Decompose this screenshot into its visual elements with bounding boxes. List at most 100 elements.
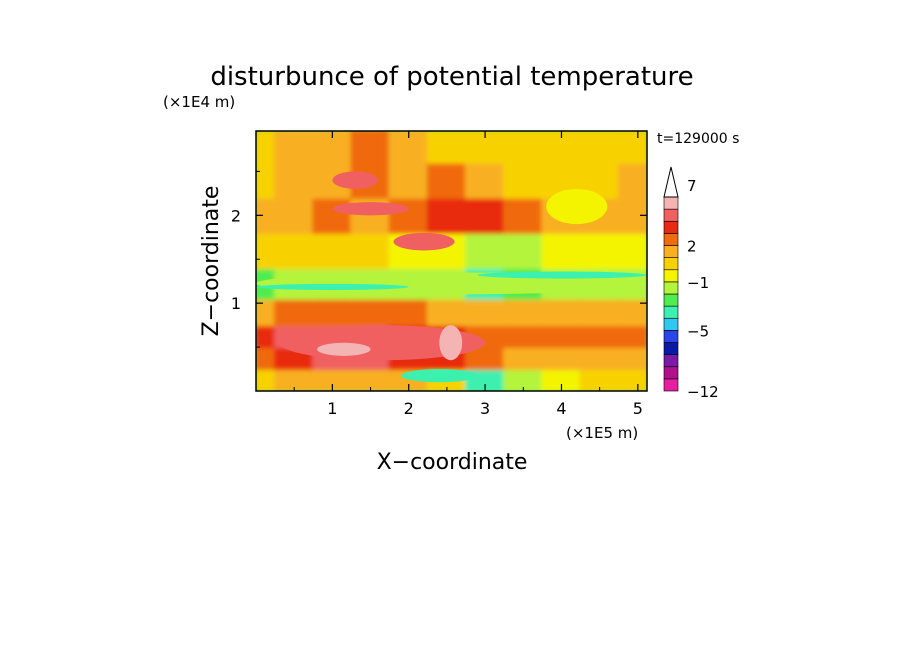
contour-feature xyxy=(401,369,478,383)
contour-cell xyxy=(541,231,582,270)
contour-cell xyxy=(579,368,620,391)
colorbar-segment xyxy=(663,293,679,307)
contour-feature xyxy=(332,171,379,189)
colorbar-segment xyxy=(663,257,679,271)
contour-cell xyxy=(256,231,277,270)
contour-cell xyxy=(579,131,620,164)
x-tick-label: 3 xyxy=(480,399,490,418)
x-tick-label: 1 xyxy=(327,399,337,418)
contour-feature xyxy=(439,325,463,361)
contour-cell xyxy=(541,346,582,371)
contour-cell xyxy=(274,297,315,327)
colorbar-segment xyxy=(663,317,679,331)
colorbar-segment xyxy=(663,269,679,283)
contour-cell xyxy=(465,196,506,234)
contour-cell xyxy=(426,196,468,234)
contour-cell xyxy=(579,346,620,371)
contour-cell xyxy=(503,297,544,327)
contour-cell xyxy=(617,161,647,199)
y-tick-label: 2 xyxy=(231,206,241,225)
colorbar-segment xyxy=(663,220,679,234)
contour-cell xyxy=(256,196,277,234)
contour-cell xyxy=(617,231,647,270)
contour-cell xyxy=(617,131,647,164)
contour-cell xyxy=(426,297,468,327)
contour-cell xyxy=(388,297,429,327)
contour-cell xyxy=(503,196,544,234)
contour-cell xyxy=(312,231,353,270)
contour-cell xyxy=(465,161,506,199)
contour-cell xyxy=(350,297,391,327)
y-unit-label: (×1E4 m) xyxy=(163,93,235,111)
contour-cell xyxy=(256,131,277,164)
contour-cell xyxy=(541,368,582,391)
colorbar-label: −1 xyxy=(687,274,709,292)
colorbar-extend-arrow xyxy=(663,166,679,198)
time-label: t=129000 s xyxy=(657,131,739,147)
colorbar-segment xyxy=(663,354,679,368)
x-tick-label: 5 xyxy=(633,399,643,418)
colorbar-segment xyxy=(663,245,679,258)
contour-feature xyxy=(477,271,647,279)
contour-feature xyxy=(332,202,409,216)
contour-cell xyxy=(579,231,620,270)
contour-cell xyxy=(465,297,506,327)
contour-cell xyxy=(541,297,582,327)
y-axis-title: Z−coordinate xyxy=(199,186,224,337)
colorbar-segment xyxy=(663,366,679,380)
contour-cell xyxy=(503,161,544,199)
contour-cell xyxy=(388,196,429,234)
contour-cell xyxy=(274,196,315,234)
contour-cell xyxy=(256,324,277,349)
colorbar-segment xyxy=(663,305,679,319)
contour-cell xyxy=(503,231,544,270)
plot-frame xyxy=(255,130,648,392)
contour-cell xyxy=(503,346,544,371)
colorbar-label: −5 xyxy=(687,322,709,340)
colorbar-segment xyxy=(663,378,679,392)
contour-cell xyxy=(256,297,277,327)
contour-feature xyxy=(393,232,455,251)
colorbar-segment xyxy=(663,208,679,222)
colorbar-segment xyxy=(663,330,679,343)
contour-cell xyxy=(312,368,353,391)
contour-cell xyxy=(465,231,506,270)
y-axis: 12 xyxy=(231,170,647,348)
contour-cell xyxy=(256,161,277,199)
colorbar-segment xyxy=(663,342,679,355)
x-axis-title: X−coordinate xyxy=(377,450,528,475)
contour-cell xyxy=(256,346,277,371)
contour-cell xyxy=(274,131,315,164)
colorbar-segment xyxy=(663,281,679,295)
contour-cell xyxy=(617,346,647,371)
contour-cell xyxy=(426,161,468,199)
contour-cell xyxy=(579,297,620,327)
contour-cell xyxy=(274,161,315,199)
contour-feature xyxy=(256,283,409,290)
contour-feature xyxy=(546,188,608,225)
colorbar-segment xyxy=(663,233,679,246)
x-tick-label: 4 xyxy=(556,399,566,418)
colorbar-label: −12 xyxy=(687,383,719,401)
colorbar-label: 2 xyxy=(687,238,697,256)
contour-cell xyxy=(579,324,620,349)
contour-cell xyxy=(312,297,353,327)
colorbar-label: 7 xyxy=(687,177,697,195)
contour-cell xyxy=(503,131,544,164)
contour-cell xyxy=(617,324,647,349)
plot-area xyxy=(256,131,647,391)
contour-cell xyxy=(426,131,468,164)
contour-cell xyxy=(274,368,315,391)
x-unit-label: (×1E5 m) xyxy=(566,424,638,442)
contour-cell xyxy=(350,368,391,391)
contour-cell xyxy=(541,324,582,349)
contour-features xyxy=(256,171,647,383)
chart-title: disturbunce of potential temperature xyxy=(210,62,693,92)
contour-cell xyxy=(617,368,647,391)
colorbar: −12−5−127 xyxy=(663,166,719,401)
x-axis: 1 2 3 4 5 xyxy=(293,131,643,418)
contour-cell xyxy=(256,368,277,391)
contour-cell xyxy=(312,196,353,234)
contour-cell xyxy=(465,346,506,371)
